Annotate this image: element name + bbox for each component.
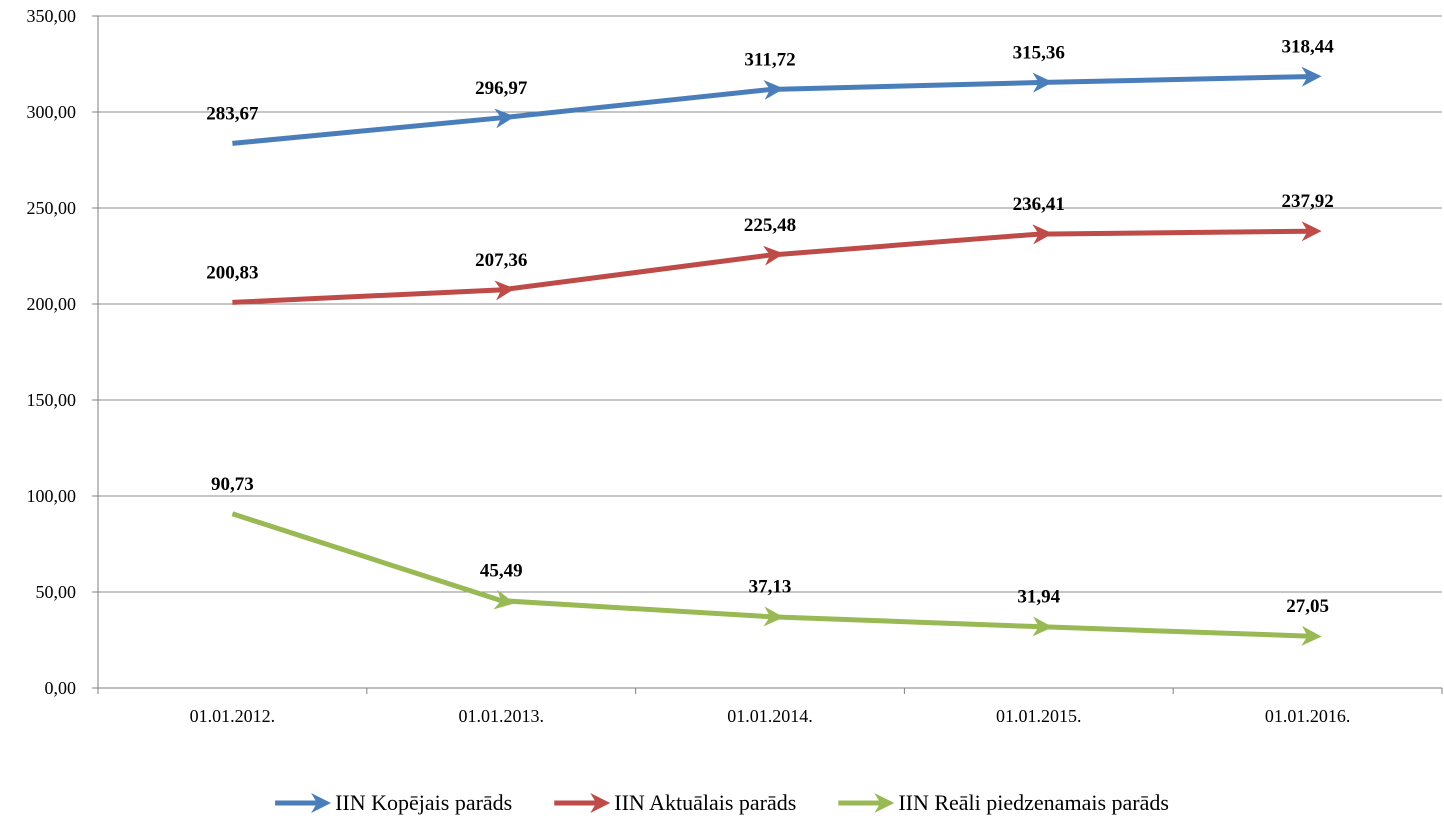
axis-layer: 0,00 50,00 100,00 150,00 200,00 250,00 300,00 3… [27, 6, 1443, 726]
data-label: 296,97 [475, 78, 528, 99]
data-label: 236,41 [1013, 194, 1065, 215]
y-tick-label: 350,00 [27, 6, 77, 26]
x-tick-label: 01.01.2014. [727, 706, 813, 726]
data-label: 90,73 [211, 474, 254, 495]
legend-item-iin-kopejais-parads: IIN Kopējais parāds [275, 790, 512, 815]
series-line-iin-aktualais-parads [232, 221, 1322, 305]
y-tick-label: 100,00 [27, 486, 77, 506]
x-tick-label: 01.01.2015. [996, 706, 1082, 726]
y-tick-label: 50,00 [36, 582, 77, 602]
data-label: 283,67 [206, 103, 259, 124]
data-label: 31,94 [1017, 587, 1060, 608]
x-tick-label: 01.01.2013. [458, 706, 544, 726]
data-label: 237,92 [1281, 191, 1333, 212]
data-label: 207,36 [475, 250, 527, 271]
legend-item-iin-reali-piedzenamais-parads: IIN Reāli piedzenamais parāds [838, 790, 1169, 815]
data-label-layer: 283,67 296,97 311,72 315,36 318,44 200,83 207,… [206, 37, 1334, 617]
legend: IIN Kopējais parāds IIN Aktuālais parāds I… [275, 790, 1169, 815]
y-tick-label: 200,00 [27, 294, 77, 314]
data-label: 27,05 [1286, 596, 1329, 617]
series-line-iin-kopejais-parads [232, 66, 1322, 146]
series-layer [231, 66, 1322, 646]
y-tick-label: 300,00 [27, 102, 77, 122]
legend-item-iin-aktualais-parads: IIN Aktuālais parāds [554, 790, 796, 815]
data-label: 200,83 [206, 262, 258, 283]
legend-label: IIN Aktuālais parāds [614, 790, 796, 815]
data-label: 37,13 [749, 577, 792, 598]
y-tick-label: 150,00 [27, 390, 77, 410]
data-label: 315,36 [1013, 43, 1065, 64]
x-tick-label: 01.01.2016. [1265, 706, 1351, 726]
data-label: 318,44 [1281, 37, 1334, 58]
legend-label: IIN Kopējais parāds [335, 790, 512, 815]
grid-layer [98, 15, 1442, 593]
y-tick-label: 250,00 [27, 198, 77, 218]
data-label: 45,49 [480, 561, 523, 582]
x-tick-label: 01.01.2012. [190, 706, 276, 726]
y-tick-label: 0,00 [45, 678, 77, 698]
data-label: 225,48 [744, 215, 796, 236]
data-label: 311,72 [744, 49, 795, 70]
series-line-iin-reali-piedzenamais-parads [231, 511, 1322, 646]
legend-label: IIN Reāli piedzenamais parāds [898, 790, 1169, 815]
